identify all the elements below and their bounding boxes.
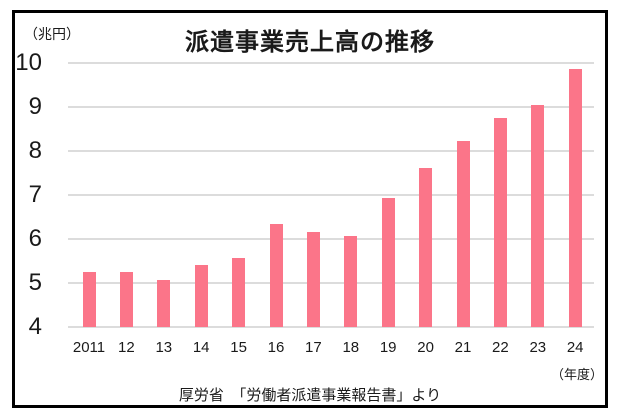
- bar: [194, 264, 208, 327]
- gridline: [68, 194, 594, 196]
- x-tick-label: 23: [529, 339, 547, 356]
- bar: [119, 272, 133, 327]
- y-axis-unit-label: （兆円）: [24, 26, 80, 42]
- x-tick-label: 15: [230, 339, 247, 356]
- bar: [157, 279, 171, 327]
- bar: [269, 223, 283, 327]
- bar: [531, 105, 545, 327]
- y-tick-label: 9: [28, 93, 42, 120]
- gridline: [68, 62, 594, 64]
- gridline: [68, 106, 594, 108]
- y-tick-label: 4: [28, 313, 42, 340]
- gridline: [68, 282, 594, 284]
- x-tick-label: 18: [342, 339, 360, 356]
- y-tick-label: 6: [28, 225, 42, 252]
- bar: [419, 167, 433, 327]
- x-tick-label: 22: [492, 339, 509, 356]
- x-tick-label: 14: [192, 339, 210, 356]
- bar: [82, 272, 96, 327]
- x-tick-label: 12: [118, 339, 135, 356]
- gridline: [68, 238, 594, 240]
- bar: [344, 236, 358, 327]
- x-axis-unit-label: （年度）: [550, 367, 603, 382]
- x-tick-label: 17: [305, 339, 322, 356]
- bar: [232, 258, 246, 327]
- bar: [381, 197, 395, 327]
- y-tick-label: 8: [28, 137, 42, 164]
- chart-title: 派遣事業売上高の推移: [185, 29, 435, 56]
- x-tick-label: 20: [417, 339, 434, 356]
- chart-frame: [12, 10, 608, 408]
- source-citation: 厚労省 「労働者派遣事業報告書」より: [178, 387, 442, 404]
- x-tick-label: 19: [379, 339, 397, 356]
- y-tick-label: 10: [15, 49, 42, 76]
- bar: [568, 68, 582, 327]
- y-tick-label: 5: [28, 269, 42, 296]
- gridline: [68, 150, 594, 152]
- gridline: [68, 326, 594, 328]
- x-tick-label: 13: [155, 339, 173, 356]
- bar: [306, 231, 320, 327]
- x-tick-label: 16: [267, 339, 285, 356]
- y-tick-label: 7: [28, 181, 42, 208]
- x-tick-label: 24: [566, 339, 584, 356]
- x-tick-label: 2011: [72, 339, 106, 356]
- bar: [456, 141, 470, 327]
- bar: [493, 118, 507, 327]
- x-tick-label: 21: [454, 339, 472, 356]
